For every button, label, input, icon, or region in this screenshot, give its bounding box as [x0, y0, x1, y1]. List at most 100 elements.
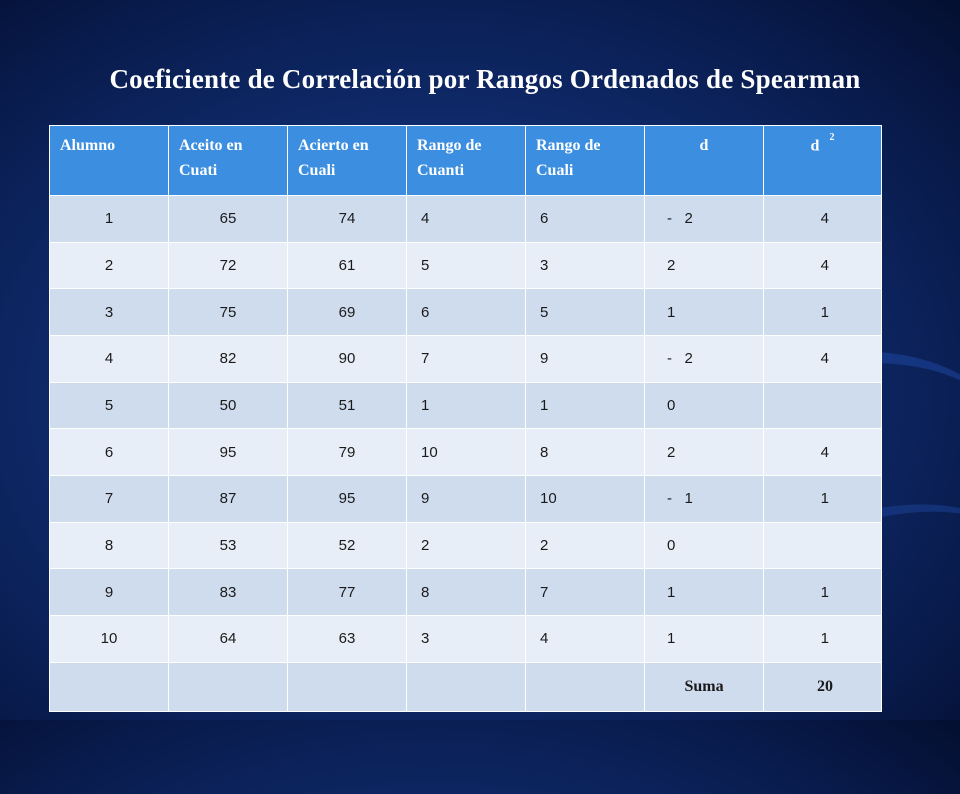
cell-d-squared: [763, 381, 882, 430]
cell-alumno: 5: [49, 381, 169, 430]
cell-alumno: 3: [49, 288, 169, 337]
cell-rango-cuali: 5: [525, 288, 645, 337]
cell-d: 1: [644, 568, 764, 617]
cell-rango-cuanti: 7: [406, 335, 526, 383]
sum-label: Suma: [644, 661, 764, 713]
slide-title: Coeficiente de Correlación por Rangos Or…: [109, 64, 861, 94]
cell-aceito-cuati: 83: [168, 568, 288, 617]
cell-d: 1: [644, 615, 764, 663]
table-row: 10 64 63 3 4 1 1: [49, 615, 882, 663]
cell-acierto-cuali: 74: [287, 195, 407, 243]
cell-aceito-cuati: 65: [168, 195, 288, 243]
cell-acierto-cuali: 61: [287, 241, 407, 290]
cell-d: 1: [644, 288, 764, 337]
empty-cell: [287, 661, 407, 713]
cell-d-squared: [763, 521, 882, 570]
cell-aceito-cuati: 72: [168, 241, 288, 290]
cell-alumno: 6: [49, 428, 169, 477]
cell-rango-cuanti: 5: [406, 241, 526, 290]
spearman-table: Alumno Aceito en Cuati Acierto en Cuali …: [49, 125, 882, 713]
cell-aceito-cuati: 87: [168, 475, 288, 523]
cell-acierto-cuali: 79: [287, 428, 407, 477]
cell-d-squared: 4: [763, 335, 882, 383]
table-row: 3 75 69 6 5 1 1: [49, 288, 882, 337]
cell-rango-cuanti: 3: [406, 615, 526, 663]
cell-rango-cuanti: 1: [406, 381, 526, 430]
cell-alumno: 1: [49, 195, 169, 243]
cell-d: 0: [644, 381, 764, 430]
cell-d: - 2: [644, 195, 764, 243]
cell-acierto-cuali: 77: [287, 568, 407, 617]
cell-rango-cuali: 4: [525, 615, 645, 663]
table-row: 6 95 79 10 8 2 4: [49, 428, 882, 477]
cell-acierto-cuali: 69: [287, 288, 407, 337]
cell-d-squared: 1: [763, 615, 882, 663]
cell-rango-cuali: 2: [525, 521, 645, 570]
cell-rango-cuali: 6: [525, 195, 645, 243]
cell-d: 2: [644, 428, 764, 477]
cell-acierto-cuali: 63: [287, 615, 407, 663]
cell-alumno: 10: [49, 615, 169, 663]
cell-aceito-cuati: 53: [168, 521, 288, 570]
table-row: 2 72 61 5 3 2 4: [49, 241, 882, 290]
cell-alumno: 8: [49, 521, 169, 570]
cell-alumno: 7: [49, 475, 169, 523]
cell-aceito-cuati: 64: [168, 615, 288, 663]
cell-rango-cuali: 3: [525, 241, 645, 290]
cell-rango-cuanti: 4: [406, 195, 526, 243]
cell-alumno: 2: [49, 241, 169, 290]
table-row: 8 53 52 2 2 0: [49, 521, 882, 570]
empty-cell: [406, 661, 526, 713]
cell-aceito-cuati: 50: [168, 381, 288, 430]
cell-alumno: 4: [49, 335, 169, 383]
cell-d: 2: [644, 241, 764, 290]
cell-d-squared: 1: [763, 568, 882, 617]
cell-rango-cuali: 10: [525, 475, 645, 523]
table-row: 9 83 77 8 7 1 1: [49, 568, 882, 617]
cell-d: 0: [644, 521, 764, 570]
cell-rango-cuali: 1: [525, 381, 645, 430]
cell-rango-cuanti: 8: [406, 568, 526, 617]
cell-d-squared: 4: [763, 428, 882, 477]
sum-row: Suma 20: [49, 661, 882, 713]
cell-rango-cuali: 7: [525, 568, 645, 617]
header-d: d: [644, 125, 764, 196]
empty-cell: [49, 661, 169, 713]
header-d-squared-label: d: [810, 137, 820, 155]
header-rango-cuali: Rango de Cuali: [525, 125, 645, 196]
cell-acierto-cuali: 52: [287, 521, 407, 570]
cell-d-squared: 1: [763, 288, 882, 337]
cell-acierto-cuali: 95: [287, 475, 407, 523]
cell-acierto-cuali: 51: [287, 381, 407, 430]
cell-d-squared: 4: [763, 195, 882, 243]
cell-rango-cuanti: 2: [406, 521, 526, 570]
header-rango-cuanti: Rango de Cuanti: [406, 125, 526, 196]
header-d-squared-exponent: 2: [829, 132, 835, 143]
cell-aceito-cuati: 95: [168, 428, 288, 477]
cell-d-squared: 4: [763, 241, 882, 290]
header-acierto-cuali: Acierto en Cuali: [287, 125, 407, 196]
cell-d: - 1: [644, 475, 764, 523]
cell-rango-cuali: 8: [525, 428, 645, 477]
cell-d: - 2: [644, 335, 764, 383]
empty-cell: [168, 661, 288, 713]
cell-aceito-cuati: 82: [168, 335, 288, 383]
sum-value: 20: [763, 661, 882, 713]
cell-d-squared: 1: [763, 475, 882, 523]
table-header-row: Alumno Aceito en Cuati Acierto en Cuali …: [49, 125, 882, 196]
cell-acierto-cuali: 90: [287, 335, 407, 383]
cell-alumno: 9: [49, 568, 169, 617]
cell-aceito-cuati: 75: [168, 288, 288, 337]
table-row: 5 50 51 1 1 0: [49, 381, 882, 430]
cell-rango-cuanti: 10: [406, 428, 526, 477]
cell-rango-cuanti: 9: [406, 475, 526, 523]
cell-rango-cuali: 9: [525, 335, 645, 383]
header-alumno: Alumno: [49, 125, 169, 196]
header-aceito-cuati: Aceito en Cuati: [168, 125, 288, 196]
empty-cell: [525, 661, 645, 713]
cell-rango-cuanti: 6: [406, 288, 526, 337]
